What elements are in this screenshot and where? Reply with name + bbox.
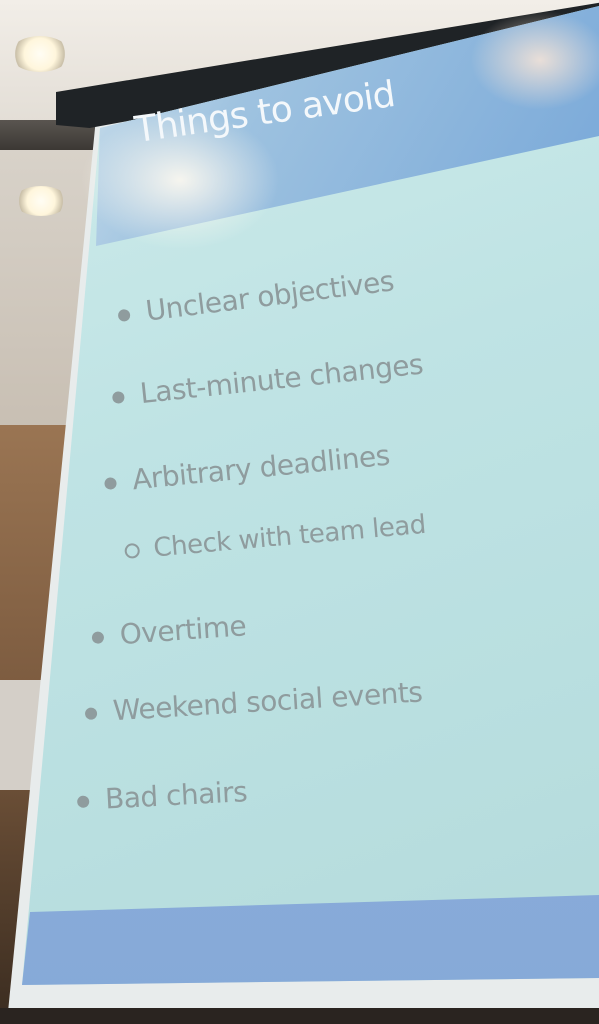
light-glare: [470, 10, 599, 110]
ceiling-light: [14, 186, 68, 216]
bullet-dot-icon: [117, 308, 131, 323]
ceiling-light: [10, 36, 70, 72]
floor: [0, 1008, 599, 1024]
bullet-ring-icon: [124, 542, 141, 560]
bullet-dot-icon: [91, 631, 105, 645]
bullet-dot-icon: [111, 390, 125, 405]
bullet-dot-icon: [76, 795, 90, 809]
bullet-dot-icon: [103, 476, 118, 491]
bullet-dot-icon: [84, 707, 98, 721]
light-glare: [80, 110, 280, 250]
